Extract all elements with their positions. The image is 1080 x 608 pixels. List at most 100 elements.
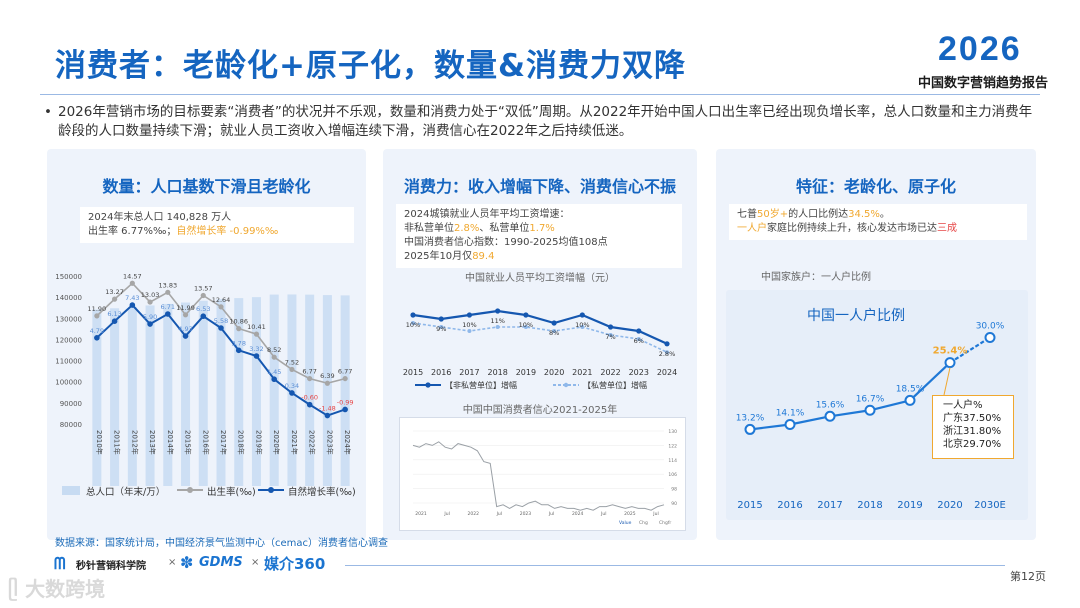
pop-x-label: 2022年 bbox=[308, 430, 317, 455]
birth-rate-point bbox=[182, 312, 189, 318]
birth-rate-label: 12.64 bbox=[212, 296, 231, 304]
wage-note-nonprivate-value: 2.8% bbox=[454, 223, 480, 234]
private-wage-line bbox=[412, 322, 668, 353]
conf-x-tick: 2024 bbox=[572, 511, 584, 517]
birth-rate-label: 13.27 bbox=[105, 288, 124, 296]
birth-rate-text: 出生率 6.77%‰； bbox=[88, 226, 177, 237]
conf-x-tick: Jul bbox=[443, 511, 449, 517]
growth-rate-point bbox=[147, 321, 153, 327]
single-label: 16.7% bbox=[856, 394, 885, 404]
growth-rate-label: 6.53 bbox=[196, 305, 210, 313]
private-wage-point bbox=[495, 325, 500, 329]
confidence-note-line2: 2025年10月仅 bbox=[404, 251, 473, 262]
single-label: 25.4% bbox=[933, 346, 968, 357]
birth-rate-point bbox=[307, 375, 313, 382]
features-note-ratio: 34.5% bbox=[848, 209, 880, 220]
birth-rate-point bbox=[342, 375, 348, 382]
pop-x-label: 2021年 bbox=[290, 430, 299, 455]
conf-y-tick: 90 bbox=[671, 501, 677, 507]
confidence-note-line1: 中国消费者信心指数：1990-2025均值108点 bbox=[404, 237, 608, 248]
pop-x-label: 2013年 bbox=[148, 430, 157, 455]
wage-label: 10% bbox=[462, 321, 476, 329]
callout-title: 一人户% bbox=[943, 400, 983, 411]
callout-guangdong: 广东37.50% bbox=[943, 413, 1002, 424]
panel-features-title: 特征：老龄化、原子化 bbox=[795, 177, 956, 196]
growth-rate-label: 3.78 bbox=[231, 339, 245, 347]
legend-nonprivate-dot bbox=[425, 382, 431, 388]
birth-rate-label: 10.41 bbox=[247, 323, 266, 331]
growth-rate-label: 5.58 bbox=[214, 317, 228, 325]
intro-text: 2026年营销市场的目标要素“消费者”的状况并不乐观，数量和消费力处于“双低”周… bbox=[58, 104, 1033, 139]
single-label: 15.6% bbox=[816, 400, 845, 410]
pop-x-label: 2016年 bbox=[201, 430, 210, 455]
growth-rate-point bbox=[111, 318, 118, 324]
pop-bar bbox=[145, 305, 155, 486]
wage-x-label: 2020 bbox=[544, 368, 564, 377]
conf-legend-label: Chg bbox=[639, 520, 648, 526]
growth-rate-point bbox=[324, 412, 331, 419]
wage-x-label: 2018 bbox=[487, 368, 507, 377]
features-note: 七普50岁+的人口比例达34.5%。 一人户家庭比例持续上升，核心发达市场已达三… bbox=[729, 204, 1027, 240]
birth-rate-point bbox=[147, 299, 153, 305]
growth-rate-label: -1.48 bbox=[319, 405, 336, 413]
footer-logos: ᗰ 秒针营销科学院 × ✽ GDMS × 媒介360 bbox=[54, 551, 354, 575]
pop-y-tick: 90000 bbox=[60, 400, 82, 408]
growth-rate-label: 4.93 bbox=[178, 325, 192, 333]
bullet-icon: • bbox=[44, 104, 52, 120]
conf-y-tick: 106 bbox=[668, 472, 677, 478]
growth-rate-point bbox=[218, 325, 224, 331]
single-segment bbox=[789, 415, 831, 426]
features-note-p2: 的人口比例达 bbox=[788, 209, 849, 220]
data-source: 数据来源：国家统计局，中国经济景气监测中心（cemac）消费者信心调查 bbox=[55, 538, 389, 549]
conf-x-tick: 2022 bbox=[467, 511, 479, 517]
birth-rate-point bbox=[253, 331, 260, 337]
callout-beijing: 北京29.70% bbox=[943, 439, 1002, 450]
wage-x-label: 2015 bbox=[403, 368, 423, 377]
growth-rate-label: -0.99 bbox=[337, 398, 354, 406]
pop-x-label: 2011年 bbox=[113, 430, 122, 455]
pop-y-tick: 120000 bbox=[55, 336, 82, 344]
single-point bbox=[904, 394, 916, 406]
wage-x-label: 2021 bbox=[572, 368, 592, 377]
nonprivate-wage-point bbox=[636, 328, 642, 334]
legend-total-label: 总人口（年末/万） bbox=[86, 487, 166, 498]
nonprivate-wage-point bbox=[410, 312, 416, 318]
single-x-label: 2019 bbox=[897, 500, 922, 511]
growth-rate-point bbox=[94, 335, 100, 341]
features-note-p1: 七普 bbox=[737, 209, 757, 220]
wage-x-label: 2019 bbox=[516, 368, 536, 377]
conf-legend-label: Value bbox=[619, 520, 632, 526]
legend-total-swatch bbox=[62, 486, 80, 495]
single-x-label: 2018 bbox=[857, 500, 882, 511]
birth-rate-point bbox=[236, 326, 242, 332]
nonprivate-wage-point bbox=[551, 320, 557, 326]
wage-label: 11% bbox=[490, 317, 504, 325]
features-note-single: 一人户 bbox=[737, 223, 767, 234]
growth-rate-point bbox=[289, 390, 295, 396]
pop-x-label: 2024年 bbox=[343, 430, 352, 455]
pop-y-tick: 110000 bbox=[55, 358, 82, 366]
single-segment bbox=[869, 399, 911, 412]
conf-x-tick: 2023 bbox=[520, 511, 532, 517]
legend-birth-swatch bbox=[177, 487, 203, 493]
nonprivate-wage-line bbox=[412, 309, 668, 345]
conf-y-tick: 114 bbox=[668, 458, 677, 464]
birth-rate-label: 7.52 bbox=[285, 358, 299, 366]
features-note-third: 三成 bbox=[937, 223, 957, 234]
birth-rate-label: 6.77 bbox=[302, 368, 316, 376]
logo-gdms: GDMS bbox=[199, 555, 243, 570]
wage-label: 9% bbox=[436, 325, 446, 333]
birth-rate-label: 10.86 bbox=[229, 318, 248, 326]
birth-rate-point bbox=[324, 380, 330, 386]
page-number: 第12页 bbox=[1010, 570, 1046, 583]
birth-rate-label: 11.90 bbox=[88, 305, 107, 313]
nonprivate-wage-point bbox=[495, 308, 501, 314]
features-note-age: 50岁+ bbox=[757, 209, 789, 220]
single-point bbox=[864, 404, 876, 416]
report-title: 中国数字营销趋势报告 bbox=[918, 76, 1049, 91]
private-wage-point bbox=[439, 325, 444, 329]
birth-rate-point bbox=[165, 289, 171, 295]
birth-rate-label: 6.77 bbox=[338, 368, 352, 376]
watermark-text: 大数跨境 bbox=[25, 577, 106, 601]
wage-note-private-value: 1.7% bbox=[529, 223, 555, 234]
